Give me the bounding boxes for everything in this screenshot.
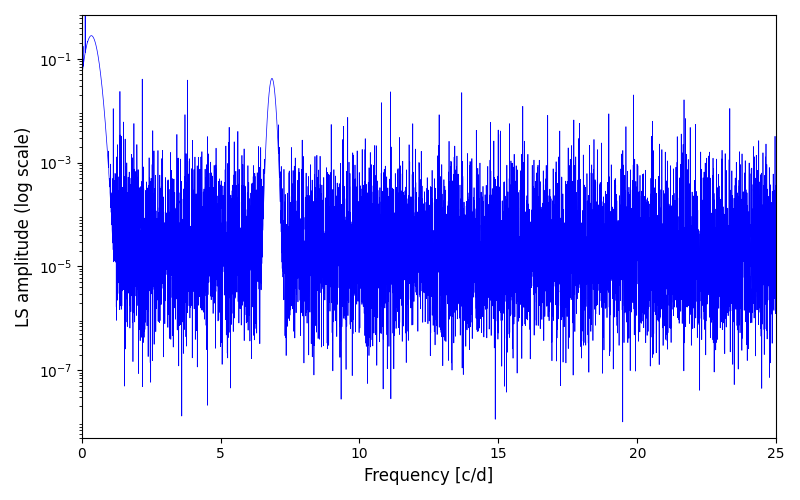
Y-axis label: LS amplitude (log scale): LS amplitude (log scale) <box>15 126 33 326</box>
X-axis label: Frequency [c/d]: Frequency [c/d] <box>364 467 494 485</box>
